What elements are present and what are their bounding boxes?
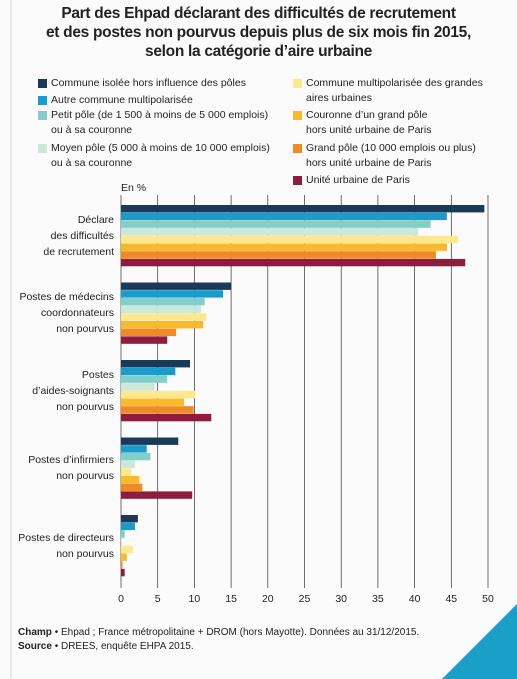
legend-label: Commune isolée hors influence des pôles: [51, 77, 246, 89]
bar: [121, 460, 135, 468]
bar: [121, 336, 168, 344]
legend-label: Grand pôle (10 000 emplois ou plus) hors…: [306, 142, 476, 169]
category-label: Postes de directeurs non pourvus: [18, 531, 114, 560]
x-tick-label: 5: [155, 593, 161, 605]
bar: [121, 235, 458, 244]
chart-title: Part des Ehpad déclarant des difficultés…: [45, 5, 472, 60]
legend-label: Autre commune multipolarisée: [51, 94, 193, 106]
bar: [121, 398, 185, 406]
x-tick-label: 35: [372, 593, 384, 605]
footnote-label: Source: [18, 641, 52, 652]
legend-label: Couronne d’un grand pôle hors unité urba…: [306, 109, 432, 136]
bar: [121, 375, 168, 383]
bar: [121, 290, 224, 298]
footnote-text: • DREES, enquête EHPA 2015.: [54, 641, 194, 652]
bar: [121, 258, 466, 267]
footnote-text: • Ehpad ; France métropolitaine + DROM (…: [54, 627, 420, 638]
x-tick-label: 50: [482, 593, 494, 605]
bar: [121, 390, 196, 399]
bar: [121, 406, 194, 414]
category-label: Déclare des difficultés de recrutement: [43, 213, 114, 258]
bar: [121, 545, 133, 554]
footnote: Source • DREES, enquête EHPA 2015.: [18, 640, 194, 654]
legend-swatch: [293, 111, 302, 120]
bar: [121, 383, 155, 391]
category-label: Postes d’infirmiers non pourvus: [28, 454, 114, 483]
legend-swatch: [293, 176, 302, 185]
bar: [121, 476, 140, 484]
bar: [121, 561, 123, 569]
x-tick-label: 40: [409, 593, 421, 605]
legend-swatch: [293, 144, 302, 153]
bar: [121, 321, 204, 329]
bar: [121, 538, 122, 546]
bar: [121, 530, 125, 538]
bar: [121, 452, 151, 461]
corner-decoration: [442, 604, 517, 679]
legend-label: Unité urbaine de Paris: [306, 174, 410, 186]
bar: [121, 413, 212, 422]
category-label: Postes d’aides-soignants non pourvus: [32, 368, 114, 413]
legend-swatch: [38, 96, 47, 105]
bar: [121, 491, 193, 499]
bar: [121, 515, 138, 523]
x-tick-label: 0: [118, 593, 124, 605]
bar: [121, 483, 143, 492]
bar: [121, 282, 232, 290]
bar: [121, 522, 135, 531]
bar: [121, 328, 177, 337]
legend-label: Petit pôle (de 1 500 à moins de 5 000 em…: [51, 109, 269, 136]
bar: [121, 228, 419, 236]
bar: [121, 297, 205, 306]
bar: [121, 243, 447, 251]
bar: [121, 313, 207, 321]
bar: [121, 367, 176, 376]
category-label: Postes de médecins coordonnateurs non po…: [19, 291, 114, 336]
bar: [121, 468, 132, 476]
legend-swatch: [38, 144, 47, 153]
bar: [121, 205, 485, 213]
x-tick-label: 45: [445, 593, 457, 605]
x-tick-label: 30: [335, 593, 347, 605]
footnote: Champ • Ehpad ; France métropolitaine + …: [18, 626, 419, 640]
x-tick-label: 15: [225, 593, 237, 605]
footnote-label: Champ: [18, 627, 52, 638]
bar: [121, 305, 202, 313]
legend-swatch: [293, 79, 302, 88]
legend-label: Commune multipolarisée des grandes aires…: [306, 77, 483, 104]
legend-swatch: [38, 79, 47, 88]
bar: [121, 212, 447, 221]
bar: [121, 360, 190, 368]
bar: [121, 220, 431, 228]
legend-swatch: [38, 111, 47, 120]
bar: [121, 553, 127, 561]
x-tick-label: 25: [299, 593, 311, 605]
bar: [121, 251, 436, 259]
bar: [121, 568, 125, 577]
x-tick-label: 20: [262, 593, 274, 605]
unit-label: En %: [121, 182, 146, 194]
x-tick-label: 10: [189, 593, 201, 605]
bar: [121, 437, 179, 445]
bar: [121, 445, 147, 453]
legend-label: Moyen pôle (5 000 à moins de 10 000 empl…: [51, 142, 270, 169]
